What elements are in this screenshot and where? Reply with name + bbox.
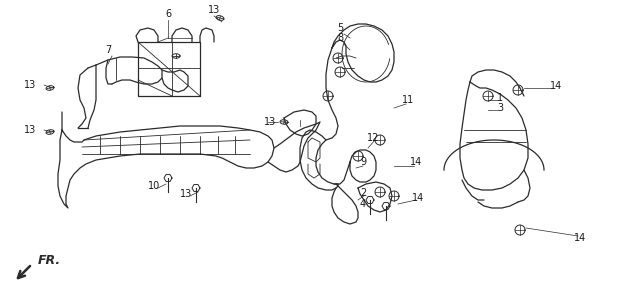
Text: 11: 11 — [402, 95, 414, 105]
Text: 3: 3 — [497, 103, 503, 113]
Text: 5: 5 — [337, 23, 343, 33]
Text: 7: 7 — [105, 45, 111, 55]
Text: 9: 9 — [360, 157, 366, 167]
Text: 14: 14 — [410, 157, 422, 167]
Text: 13: 13 — [24, 125, 36, 135]
Text: 8: 8 — [337, 33, 343, 43]
Text: 6: 6 — [165, 9, 171, 19]
Text: 13: 13 — [24, 80, 36, 90]
Text: 10: 10 — [148, 181, 160, 191]
Text: 12: 12 — [367, 133, 379, 143]
Text: 14: 14 — [412, 193, 424, 203]
Text: 1: 1 — [497, 93, 503, 103]
Text: 14: 14 — [574, 233, 586, 243]
Text: 4: 4 — [360, 199, 366, 209]
Text: 13: 13 — [180, 189, 192, 199]
Text: 13: 13 — [208, 5, 220, 15]
Text: 2: 2 — [360, 188, 366, 198]
Text: 14: 14 — [550, 81, 562, 91]
Text: 13: 13 — [264, 117, 276, 127]
Text: FR.: FR. — [38, 254, 61, 267]
